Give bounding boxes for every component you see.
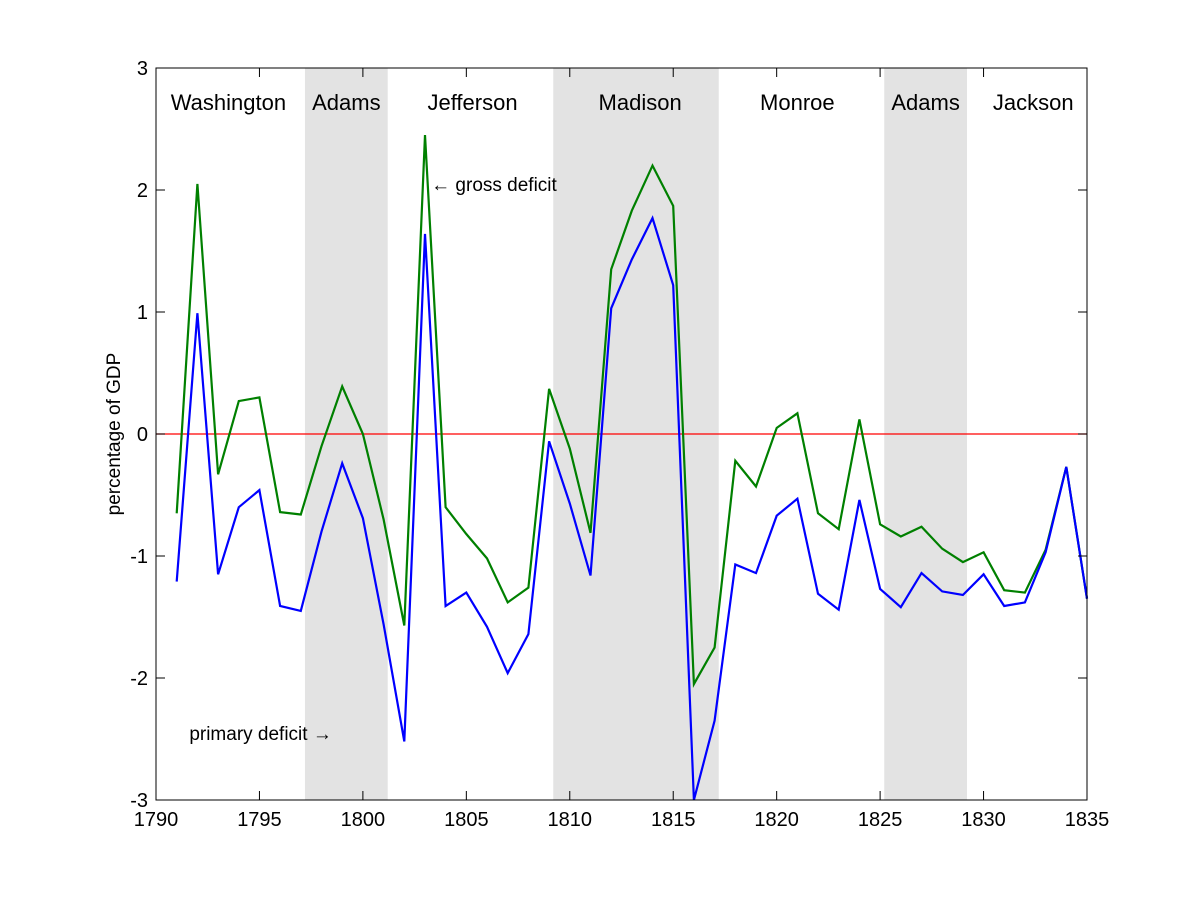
x-tick-label-1805: 1805 — [444, 809, 489, 831]
x-tick-label-1830: 1830 — [961, 809, 1006, 831]
annotations: ← gross deficit primary deficit → — [189, 175, 557, 745]
x-tick-label-1815: 1815 — [651, 809, 696, 831]
presidency-label-3: Madison — [599, 90, 682, 115]
x-tick-label-1800: 1800 — [341, 809, 386, 831]
y-tick-label-1: 1 — [137, 302, 148, 324]
x-tick-label-1820: 1820 — [754, 809, 799, 831]
y-tick-label--3: -3 — [130, 790, 148, 812]
presidency-label-2: Jefferson — [427, 90, 517, 115]
y-tick-label-0: 0 — [137, 424, 148, 446]
presidency-label-5: Adams — [891, 90, 959, 115]
presidency-label-6: Jackson — [993, 90, 1074, 115]
presidency-label-4: Monroe — [760, 90, 835, 115]
x-tick-label-1790: 1790 — [134, 809, 179, 831]
presidency-label-1: Adams — [312, 90, 380, 115]
primary-deficit-annotation: primary deficit → — [189, 724, 332, 745]
y-axis-title: percentage of GDP — [104, 353, 125, 516]
axis-ticks: 1790 1795 1800 1805 1810 1815 1820 1825 1830 1835… — [130, 58, 1109, 831]
y-tick-label-2: 2 — [137, 180, 148, 202]
x-tick-label-1825: 1825 — [858, 809, 903, 831]
presidency-label-0: Washington — [171, 90, 286, 115]
x-tick-label-1835: 1835 — [1065, 809, 1110, 831]
x-tick-label-1810: 1810 — [548, 809, 593, 831]
series-line-0 — [175, 135, 1089, 688]
series-lines — [175, 135, 1089, 801]
gross-deficit-annotation: ← gross deficit — [431, 175, 557, 196]
y-tick-label--2: -2 — [130, 668, 148, 690]
y-tick-label-3: 3 — [137, 58, 148, 80]
series-line-1 — [175, 215, 1089, 801]
y-tick-label--1: -1 — [130, 546, 148, 568]
x-tick-label-1795: 1795 — [237, 809, 282, 831]
presidency-labels: Washington Adams Jefferson Madison Monroe Ada… — [171, 90, 1074, 115]
